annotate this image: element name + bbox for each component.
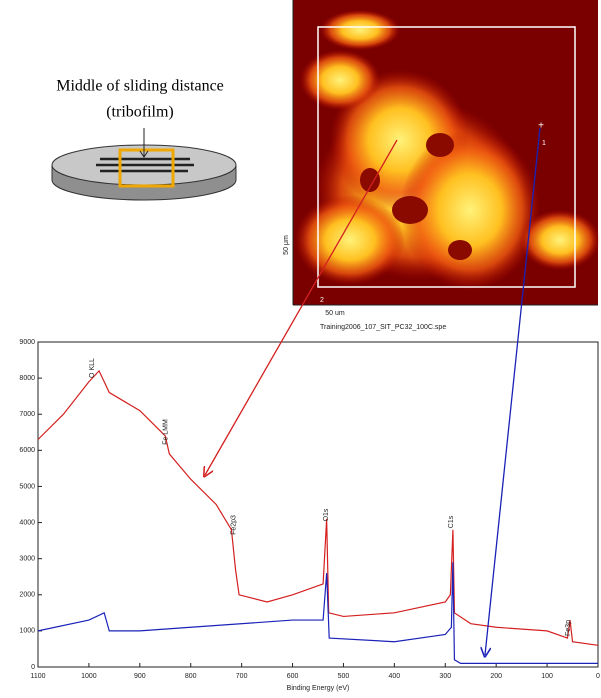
y-tick-label: 1000 bbox=[19, 628, 35, 635]
x-tick-label: 400 bbox=[389, 673, 401, 680]
map-scale-h: 50 um bbox=[325, 310, 345, 317]
plot-frame bbox=[37, 341, 599, 668]
x-tick-label: 0 bbox=[596, 673, 600, 680]
map-scale-v: 50 μm bbox=[283, 235, 290, 255]
x-tick-label: 700 bbox=[236, 673, 248, 680]
arrow bbox=[205, 139, 398, 475]
arrow bbox=[485, 127, 541, 655]
peak-label: Fe3p bbox=[565, 620, 572, 636]
diagram-title: Middle of sliding distance bbox=[56, 78, 224, 95]
series-line bbox=[37, 562, 598, 664]
y-tick-label: 0 bbox=[31, 664, 35, 671]
chemical-map: 50 μm 50 um Training2006_107_SIT_PC32_10… bbox=[283, 0, 600, 331]
peak-label: C1s bbox=[448, 515, 455, 528]
x-tick-label: 600 bbox=[287, 673, 299, 680]
x-tick-label: 900 bbox=[134, 673, 146, 680]
y-tick-label: 7000 bbox=[19, 411, 35, 418]
y-tick-label: 9000 bbox=[19, 339, 35, 346]
point-marker: + bbox=[538, 121, 544, 132]
x-tick-label: 500 bbox=[338, 673, 350, 680]
x-tick-label: 1100 bbox=[30, 673, 45, 680]
y-tick-label: 8000 bbox=[19, 375, 35, 382]
peak-label: Fe LMM bbox=[163, 419, 170, 445]
map-caption: Training2006_107_SIT_PC32_100C.spe bbox=[320, 324, 446, 331]
series-line bbox=[37, 369, 599, 646]
diagram-subtitle: (tribofilm) bbox=[106, 104, 174, 121]
point-label: 2 bbox=[320, 297, 324, 304]
y-tick-label: 6000 bbox=[19, 447, 35, 454]
y-tick-label: 3000 bbox=[19, 556, 35, 563]
spectrum-plot: 0100020003000400050006000700080009000110… bbox=[19, 339, 600, 692]
sample-diagram: Middle of sliding distance (tribofilm) bbox=[51, 78, 237, 201]
x-tick-label: 800 bbox=[185, 673, 197, 680]
x-tick-label: 300 bbox=[439, 673, 451, 680]
x-tick-label: 1000 bbox=[81, 673, 97, 680]
point-label: 1 bbox=[542, 140, 546, 147]
y-tick-label: 2000 bbox=[19, 592, 35, 599]
x-axis-label: Binding Energy (eV) bbox=[287, 685, 350, 692]
y-tick-label: 4000 bbox=[19, 519, 35, 526]
peak-label: Fe2p3 bbox=[230, 515, 237, 535]
x-tick-label: 200 bbox=[490, 673, 502, 680]
peak-label: O KLL bbox=[89, 358, 96, 378]
peak-label: O1s bbox=[323, 508, 330, 521]
x-tick-label: 100 bbox=[541, 673, 553, 680]
y-tick-label: 5000 bbox=[19, 483, 35, 490]
